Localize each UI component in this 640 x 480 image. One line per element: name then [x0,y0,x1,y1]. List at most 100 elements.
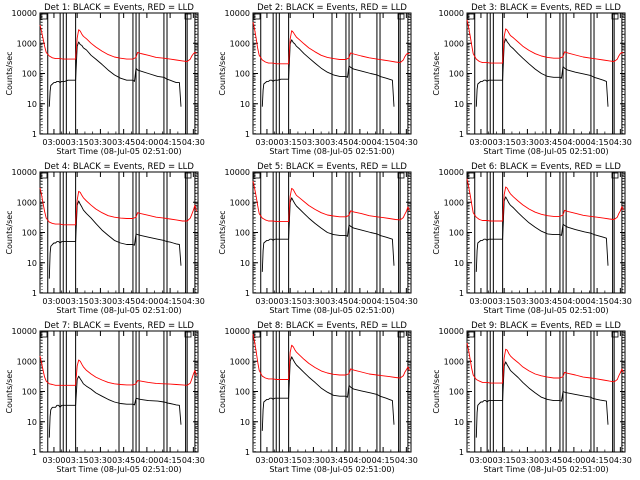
events-series-line [261,356,395,431]
corner-marker [253,13,261,20]
x-tick-label: 04:00 [348,297,371,306]
x-axis-title: Start Time (08-Jul-05 02:51:00) [269,147,394,156]
lld-series-line [252,333,410,380]
x-tick-label: 04:15 [372,138,395,147]
x-tick-label: 04:15 [372,456,395,465]
y-tick-label: 1 [459,130,464,139]
x-axis-title: Start Time (08-Jul-05 02:51:00) [483,465,608,474]
x-tick-label: 03:00 [42,297,65,306]
y-tick-label: 10000 [225,327,250,336]
y-tick-label: 1 [32,289,37,298]
corner-marker [467,331,475,338]
x-tick-label: 03:00 [469,456,492,465]
x-tick-label: 04:00 [135,138,158,147]
lld-series-line [252,181,410,223]
x-tick-label: 03:45 [325,456,348,465]
y-tick-label: 100 [235,70,250,79]
y-tick-label: 1 [459,448,464,457]
x-tick-label: 04:30 [609,138,632,147]
x-tick-label: 04:30 [609,297,632,306]
x-axis-title: Start Time (08-Jul-05 02:51:00) [56,306,181,315]
corner-marker [40,331,48,338]
x-tick-label: 04:00 [135,456,158,465]
detector-panel: 1 10 100 1000 10000 03:00 03:15 03:30 03:45 04:00… [432,321,632,474]
x-tick-label: 03:30 [516,297,539,306]
lld-series-line [466,19,624,64]
y-tick-label: 1000 [444,198,464,207]
y-tick-label: 10 [27,418,37,427]
y-axis-title: Counts/sec [5,369,14,413]
events-series-line [475,38,609,107]
y-tick-label: 1 [459,289,464,298]
detector-panel: 1 10 100 1000 10000 03:00 03:15 03:30 03:45 04:00… [432,162,632,315]
y-tick-label: 100 [235,229,250,238]
x-tick-label: 03:15 [493,297,516,306]
panel-title: Det 7: BLACK = Events, RED = LLD [44,321,194,331]
x-tick-label: 03:30 [516,456,539,465]
x-tick-label: 03:00 [469,297,492,306]
x-tick-label: 03:45 [112,138,135,147]
panel-title: Det 8: BLACK = Events, RED = LLD [257,321,407,331]
x-tick-label: 03:00 [42,456,65,465]
x-tick-label: 03:00 [42,138,65,147]
y-tick-label: 1000 [230,357,250,366]
x-tick-label: 03:30 [89,456,112,465]
panel-title: Det 5: BLACK = Events, RED = LLD [257,162,407,172]
x-tick-label: 03:15 [66,297,89,306]
panel-title: Det 6: BLACK = Events, RED = LLD [471,162,621,172]
y-tick-label: 10000 [12,9,37,18]
corner-marker [397,172,405,179]
x-tick-label: 04:15 [159,138,182,147]
detector-panel: 1 10 100 1000 10000 03:00 03:15 03:30 03:45 04:00… [218,3,418,156]
x-axis-title: Start Time (08-Jul-05 02:51:00) [56,465,181,474]
lld-series-line [252,22,410,65]
y-tick-label: 10 [240,418,250,427]
lld-series-line [39,355,197,386]
x-tick-label: 03:00 [255,456,278,465]
events-series-line [48,375,182,438]
x-tick-label: 04:30 [395,297,418,306]
x-tick-label: 04:30 [182,456,205,465]
y-tick-label: 1000 [17,39,37,48]
x-tick-label: 03:15 [66,456,89,465]
x-tick-label: 03:15 [66,138,89,147]
panel-title: Det 2: BLACK = Events, RED = LLD [257,3,407,13]
lld-series-line [39,187,197,226]
x-tick-label: 04:00 [562,456,585,465]
x-tick-label: 03:15 [493,138,516,147]
y-tick-label: 10000 [439,168,464,177]
x-axis-title: Start Time (08-Jul-05 02:51:00) [269,465,394,474]
y-tick-label: 1000 [230,39,250,48]
y-tick-label: 100 [449,388,464,397]
detector-panel: 1 10 100 1000 10000 03:00 03:15 03:30 03:45 04:00… [218,162,418,315]
y-tick-label: 10 [240,100,250,109]
y-tick-label: 1 [245,289,250,298]
events-series-line [48,200,182,279]
y-axis-title: Counts/sec [218,369,227,413]
x-tick-label: 03:45 [539,456,562,465]
y-tick-label: 1000 [17,198,37,207]
corner-marker [184,13,192,20]
y-tick-label: 10 [27,259,37,268]
y-tick-label: 1 [32,130,37,139]
y-axis-title: Counts/sec [432,210,441,254]
y-tick-label: 10 [454,100,464,109]
panel-title: Det 1: BLACK = Events, RED = LLD [44,3,194,13]
x-tick-label: 04:30 [182,138,205,147]
y-tick-label: 100 [22,70,37,79]
x-tick-label: 04:30 [395,138,418,147]
x-tick-label: 03:15 [279,456,302,465]
y-tick-label: 10000 [225,9,250,18]
x-tick-label: 04:15 [586,297,609,306]
x-axis-title: Start Time (08-Jul-05 02:51:00) [483,306,608,315]
corner-marker [40,13,48,20]
x-tick-label: 04:15 [372,297,395,306]
y-tick-label: 1 [245,448,250,457]
x-axis-title: Start Time (08-Jul-05 02:51:00) [483,147,608,156]
y-tick-label: 10 [454,418,464,427]
y-axis-title: Counts/sec [218,51,227,95]
y-axis-title: Counts/sec [218,210,227,254]
y-tick-label: 100 [449,70,464,79]
y-axis-title: Counts/sec [432,369,441,413]
